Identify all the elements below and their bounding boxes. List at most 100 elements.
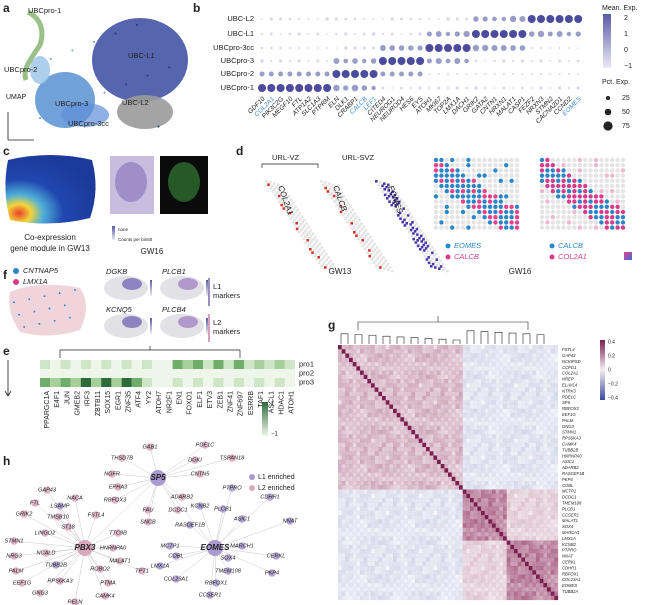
spot	[359, 241, 363, 244]
spot	[365, 240, 368, 243]
spot	[604, 163, 609, 168]
corr-cell	[389, 553, 394, 558]
corr-cell	[422, 561, 427, 567]
corr-cell	[506, 561, 511, 567]
spot	[353, 231, 356, 234]
corr-cell	[514, 570, 518, 575]
spot	[583, 178, 588, 183]
spot	[284, 205, 287, 208]
corr-cell	[371, 591, 375, 596]
corr-cell	[433, 527, 438, 533]
corr-cell	[407, 374, 412, 380]
corr-cell	[459, 515, 463, 520]
tissue	[5, 155, 96, 224]
row-label: pro3	[299, 377, 314, 386]
corr-cell	[470, 574, 474, 579]
corr-cell	[363, 387, 368, 392]
spot	[466, 209, 471, 215]
corr-cell	[547, 587, 551, 592]
spot	[314, 247, 318, 250]
dot	[445, 31, 451, 37]
corr-cell	[407, 468, 412, 473]
corr-cell	[495, 476, 500, 482]
corr-cell	[437, 383, 441, 388]
corr-cell	[360, 515, 364, 520]
corr-cell	[433, 578, 438, 584]
corr-cell	[470, 451, 474, 456]
corr-cell	[433, 502, 438, 507]
corr-cell	[411, 438, 416, 443]
corr-cell	[517, 434, 522, 439]
dot	[278, 71, 284, 77]
dot	[316, 59, 320, 63]
spot	[455, 163, 460, 168]
spot	[539, 199, 545, 204]
corr-cell	[407, 506, 412, 511]
corr-cell	[367, 459, 372, 465]
spot	[514, 189, 520, 194]
corr-cell	[444, 434, 449, 439]
corr-cell	[363, 370, 368, 375]
corr-cell	[488, 476, 493, 482]
corr-cell	[429, 591, 434, 596]
cell	[18, 313, 20, 316]
corr-cell	[488, 447, 493, 452]
corr-cell	[360, 485, 364, 490]
corr-cell	[382, 374, 386, 380]
spot	[466, 215, 471, 220]
corr-cell	[396, 391, 401, 397]
corr-cell	[422, 570, 427, 575]
corr-cell	[473, 408, 478, 414]
corr-cell	[367, 345, 372, 350]
corr-cell	[349, 532, 353, 537]
spot	[402, 213, 406, 216]
dot	[307, 46, 310, 50]
corr-cell	[422, 374, 427, 380]
corr-cell	[400, 532, 405, 537]
corr-cell	[382, 536, 386, 541]
spot	[312, 238, 315, 241]
corr-cell	[363, 464, 368, 469]
corr-cell	[528, 370, 533, 375]
legend-swatch	[549, 254, 555, 260]
corr-cell	[385, 540, 390, 545]
corr-cell	[415, 561, 419, 567]
corr-cell	[525, 519, 529, 524]
corr-cell	[437, 498, 441, 503]
corr-cell	[492, 417, 496, 422]
spot	[322, 249, 326, 252]
corr-cell	[536, 502, 540, 507]
corr-cell	[477, 404, 482, 409]
corr-cell	[338, 561, 342, 567]
corr-cell	[539, 540, 544, 545]
corr-cell	[503, 536, 507, 541]
corr-cell	[536, 523, 540, 528]
corr-cell	[514, 519, 518, 524]
gene-label: PLCB1	[162, 267, 186, 276]
corr-cell	[539, 387, 544, 392]
corr-cell	[415, 357, 419, 363]
corr-cell	[341, 532, 346, 537]
dot	[270, 59, 273, 63]
corr-cell	[444, 451, 449, 456]
corr-cell	[440, 523, 445, 528]
spot	[545, 199, 550, 204]
corr-cell	[554, 425, 559, 431]
spot	[320, 265, 323, 268]
corr-cell	[521, 455, 526, 460]
spot	[401, 215, 404, 218]
corr-cell	[360, 498, 364, 503]
spot	[325, 264, 329, 267]
corr-cell	[539, 408, 544, 414]
spot	[315, 258, 319, 261]
corr-cell	[371, 430, 375, 435]
corr-cell	[536, 400, 540, 405]
corr-cell	[382, 489, 386, 494]
corr-cell	[532, 387, 537, 392]
corr-cell	[451, 387, 456, 392]
spot	[314, 235, 317, 239]
spot	[509, 168, 514, 173]
spot	[514, 199, 520, 204]
arrow	[4, 360, 12, 397]
corr-cell	[477, 468, 482, 473]
